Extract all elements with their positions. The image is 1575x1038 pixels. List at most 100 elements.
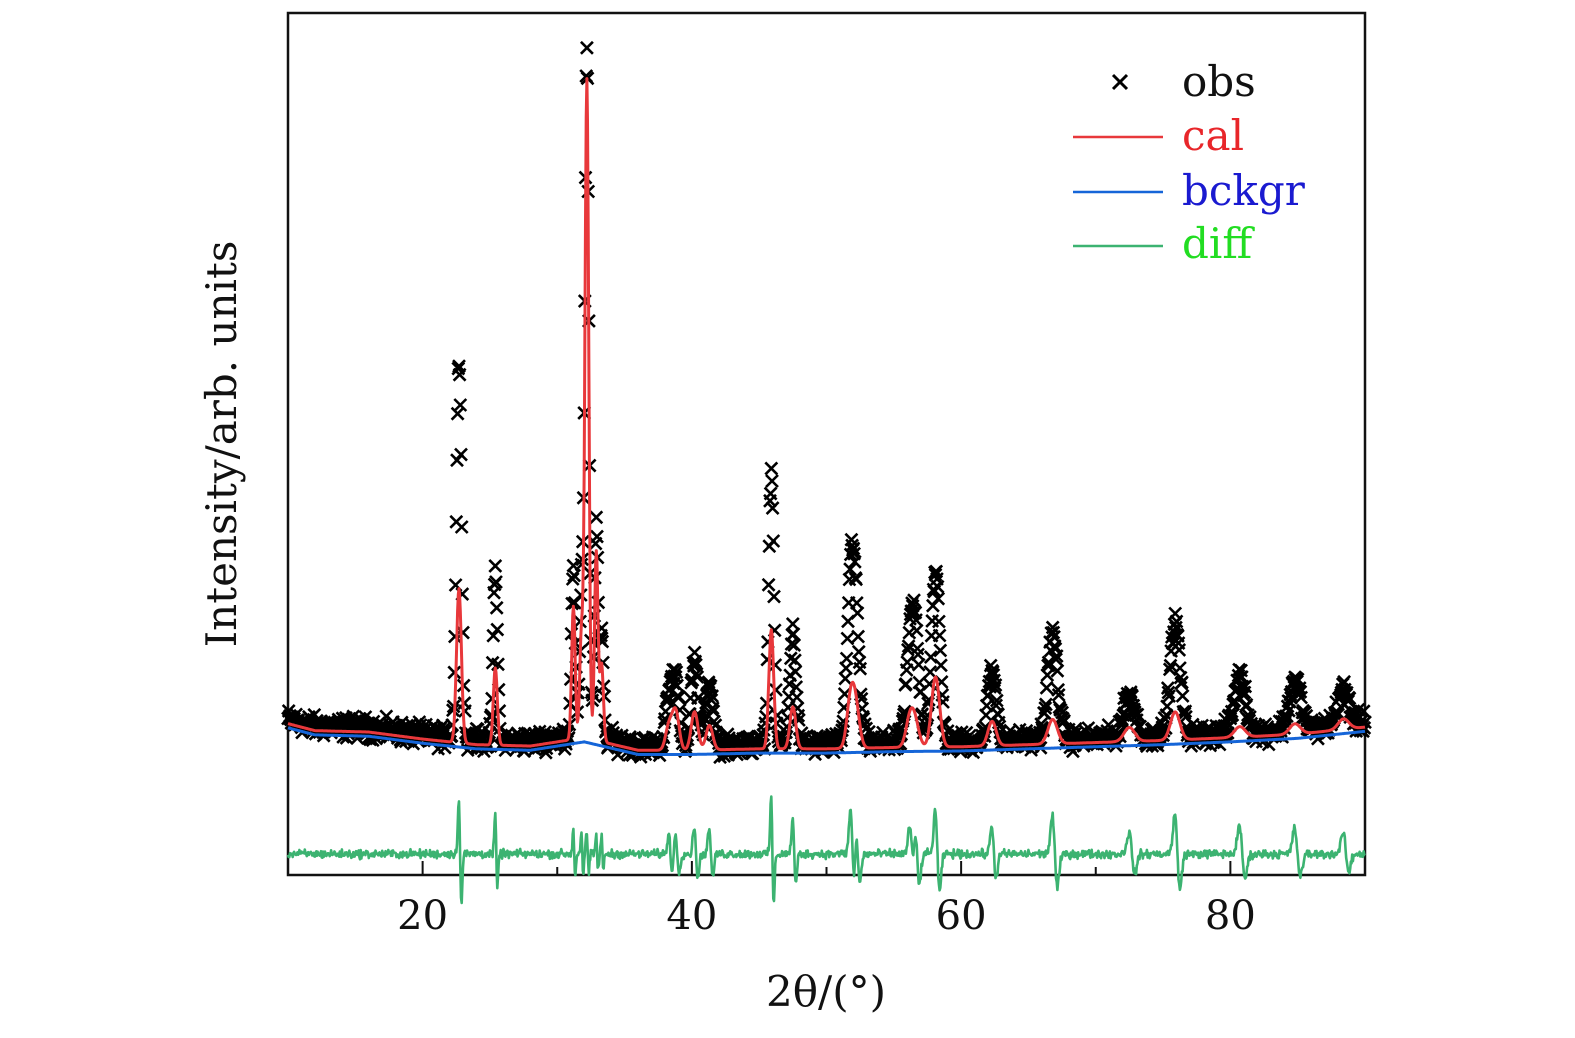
obs-point <box>851 629 866 644</box>
obs-point <box>900 655 915 670</box>
obs-point <box>1342 691 1357 706</box>
obs-point <box>1172 642 1187 657</box>
obs-point <box>846 541 861 556</box>
obs-point <box>565 572 580 586</box>
obs-point <box>450 406 465 421</box>
obs-point <box>788 664 803 679</box>
x-tick-label: 20 <box>397 893 448 939</box>
obs-point <box>454 520 469 534</box>
obs-point <box>1039 680 1054 695</box>
obs-point <box>760 652 775 667</box>
obs-point <box>579 40 594 55</box>
diff-line <box>286 795 1366 905</box>
obs-point <box>1123 685 1138 700</box>
obs-point <box>986 668 1001 682</box>
obs-point <box>909 613 923 627</box>
obs-point <box>931 591 946 606</box>
obs-point <box>763 486 778 501</box>
obs-point <box>850 606 865 621</box>
obs-point <box>1162 689 1177 704</box>
x-axis-title: 2θ/(°) <box>766 967 886 1016</box>
obs-point <box>1279 713 1294 728</box>
obs-point <box>787 653 802 668</box>
obs-point <box>445 703 460 718</box>
obs-point <box>488 558 503 573</box>
obs-point <box>765 501 780 516</box>
obs-point <box>1161 685 1176 700</box>
obs-point <box>705 689 720 704</box>
obs-point <box>1057 713 1072 728</box>
obs-point <box>930 579 945 594</box>
obs-point <box>1046 625 1061 640</box>
x-tick-label: 60 <box>936 893 987 939</box>
legend-label-diff: diff <box>1182 219 1255 268</box>
obs-point <box>839 651 854 666</box>
obs-point <box>764 461 779 476</box>
obs-point <box>454 447 468 462</box>
legend-label-obs: obs <box>1182 57 1256 106</box>
obs-point <box>783 651 798 666</box>
obs-point <box>1050 663 1065 678</box>
obs-point <box>573 588 588 602</box>
obs-point <box>789 690 804 705</box>
legend-label-cal: cal <box>1182 111 1244 160</box>
x-tick-label: 40 <box>666 893 717 939</box>
obs-point <box>1038 701 1053 716</box>
obs-point <box>690 670 705 684</box>
obs-point <box>453 398 468 412</box>
obs-point <box>907 593 921 608</box>
obs-point <box>1178 704 1193 719</box>
obs-point <box>923 665 938 680</box>
obs-point <box>847 554 862 569</box>
obs-point <box>911 657 926 672</box>
obs-point <box>1169 614 1184 629</box>
obs-point <box>486 628 501 643</box>
obs-point <box>1049 649 1064 664</box>
y-axis-title: Intensity/arb. units <box>197 241 246 648</box>
obs-point <box>669 665 684 680</box>
obs-point <box>689 666 704 681</box>
obs-point <box>767 589 781 604</box>
legend: obs cal bckgr diff <box>1073 57 1306 268</box>
obs-point <box>456 625 470 640</box>
obs-point <box>766 534 781 548</box>
obs-point <box>1130 707 1145 722</box>
obs-point <box>447 665 462 680</box>
obs-point <box>1356 704 1371 719</box>
obs-point <box>843 562 858 577</box>
obs-point <box>1294 690 1309 705</box>
line-series-group <box>286 77 1366 905</box>
obs-point <box>1160 699 1175 714</box>
obs-point <box>458 704 472 718</box>
obs-point <box>853 661 868 676</box>
obs-point <box>489 575 503 589</box>
obs-point <box>1049 652 1063 667</box>
obs-point <box>590 529 604 544</box>
legend-marker-obs <box>1111 73 1129 91</box>
obs-point <box>1238 679 1253 694</box>
obs-point <box>452 367 467 382</box>
x-tick-label: 80 <box>1205 893 1256 939</box>
obs-point <box>1225 707 1240 722</box>
obs-point <box>909 623 924 638</box>
obs-point <box>928 567 943 582</box>
obs-point <box>786 627 801 642</box>
obs-point <box>931 614 946 629</box>
obs-point <box>989 693 1004 708</box>
obs-point <box>988 678 1003 693</box>
bckgr-line <box>287 726 1366 756</box>
obs-point <box>761 577 776 592</box>
obs-point <box>987 681 1002 696</box>
obs-point <box>567 568 582 583</box>
obs-point <box>769 682 783 697</box>
obs-point <box>932 628 947 643</box>
obs-point <box>1038 697 1053 712</box>
obs-point <box>898 677 913 691</box>
obs-point <box>1174 675 1189 690</box>
obs-point <box>1051 687 1066 702</box>
obs-point <box>445 718 460 732</box>
obs-point <box>490 622 505 637</box>
obs-point <box>933 643 948 658</box>
